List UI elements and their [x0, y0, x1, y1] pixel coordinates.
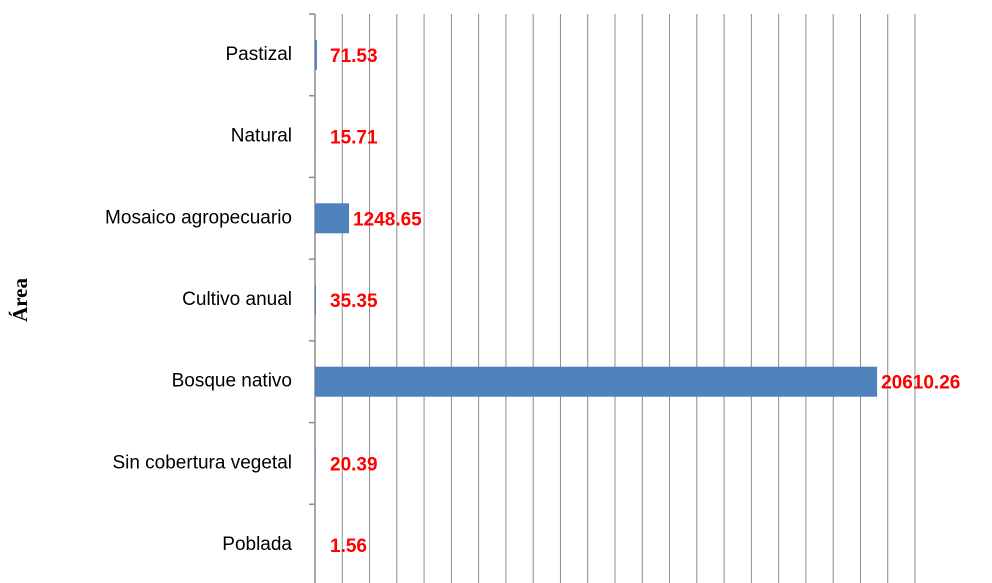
bar [315, 39, 317, 70]
data-label: 15.71 [330, 128, 378, 149]
y-tick-label: Cultivo anual [182, 289, 292, 310]
data-label: 35.35 [330, 291, 378, 312]
y-tick-label: Sin cobertura vegetal [112, 452, 292, 473]
y-tick-label: Pastizal [225, 44, 292, 65]
data-label: 1.56 [330, 536, 367, 557]
bar [315, 448, 316, 479]
data-label: 20610.26 [881, 373, 960, 394]
y-tick-label: Mosaico agropecuario [105, 207, 292, 228]
bar [315, 366, 878, 397]
data-label: 71.53 [330, 46, 378, 67]
bar [315, 285, 316, 315]
bar [315, 203, 350, 234]
y-tick-label: Natural [231, 126, 292, 147]
data-label: 20.39 [330, 454, 378, 475]
y-tick-label: Poblada [222, 534, 292, 555]
y-tick-label: Bosque nativo [172, 371, 292, 392]
y-axis-label: Área [8, 278, 32, 322]
data-label: 1248.65 [353, 209, 422, 230]
